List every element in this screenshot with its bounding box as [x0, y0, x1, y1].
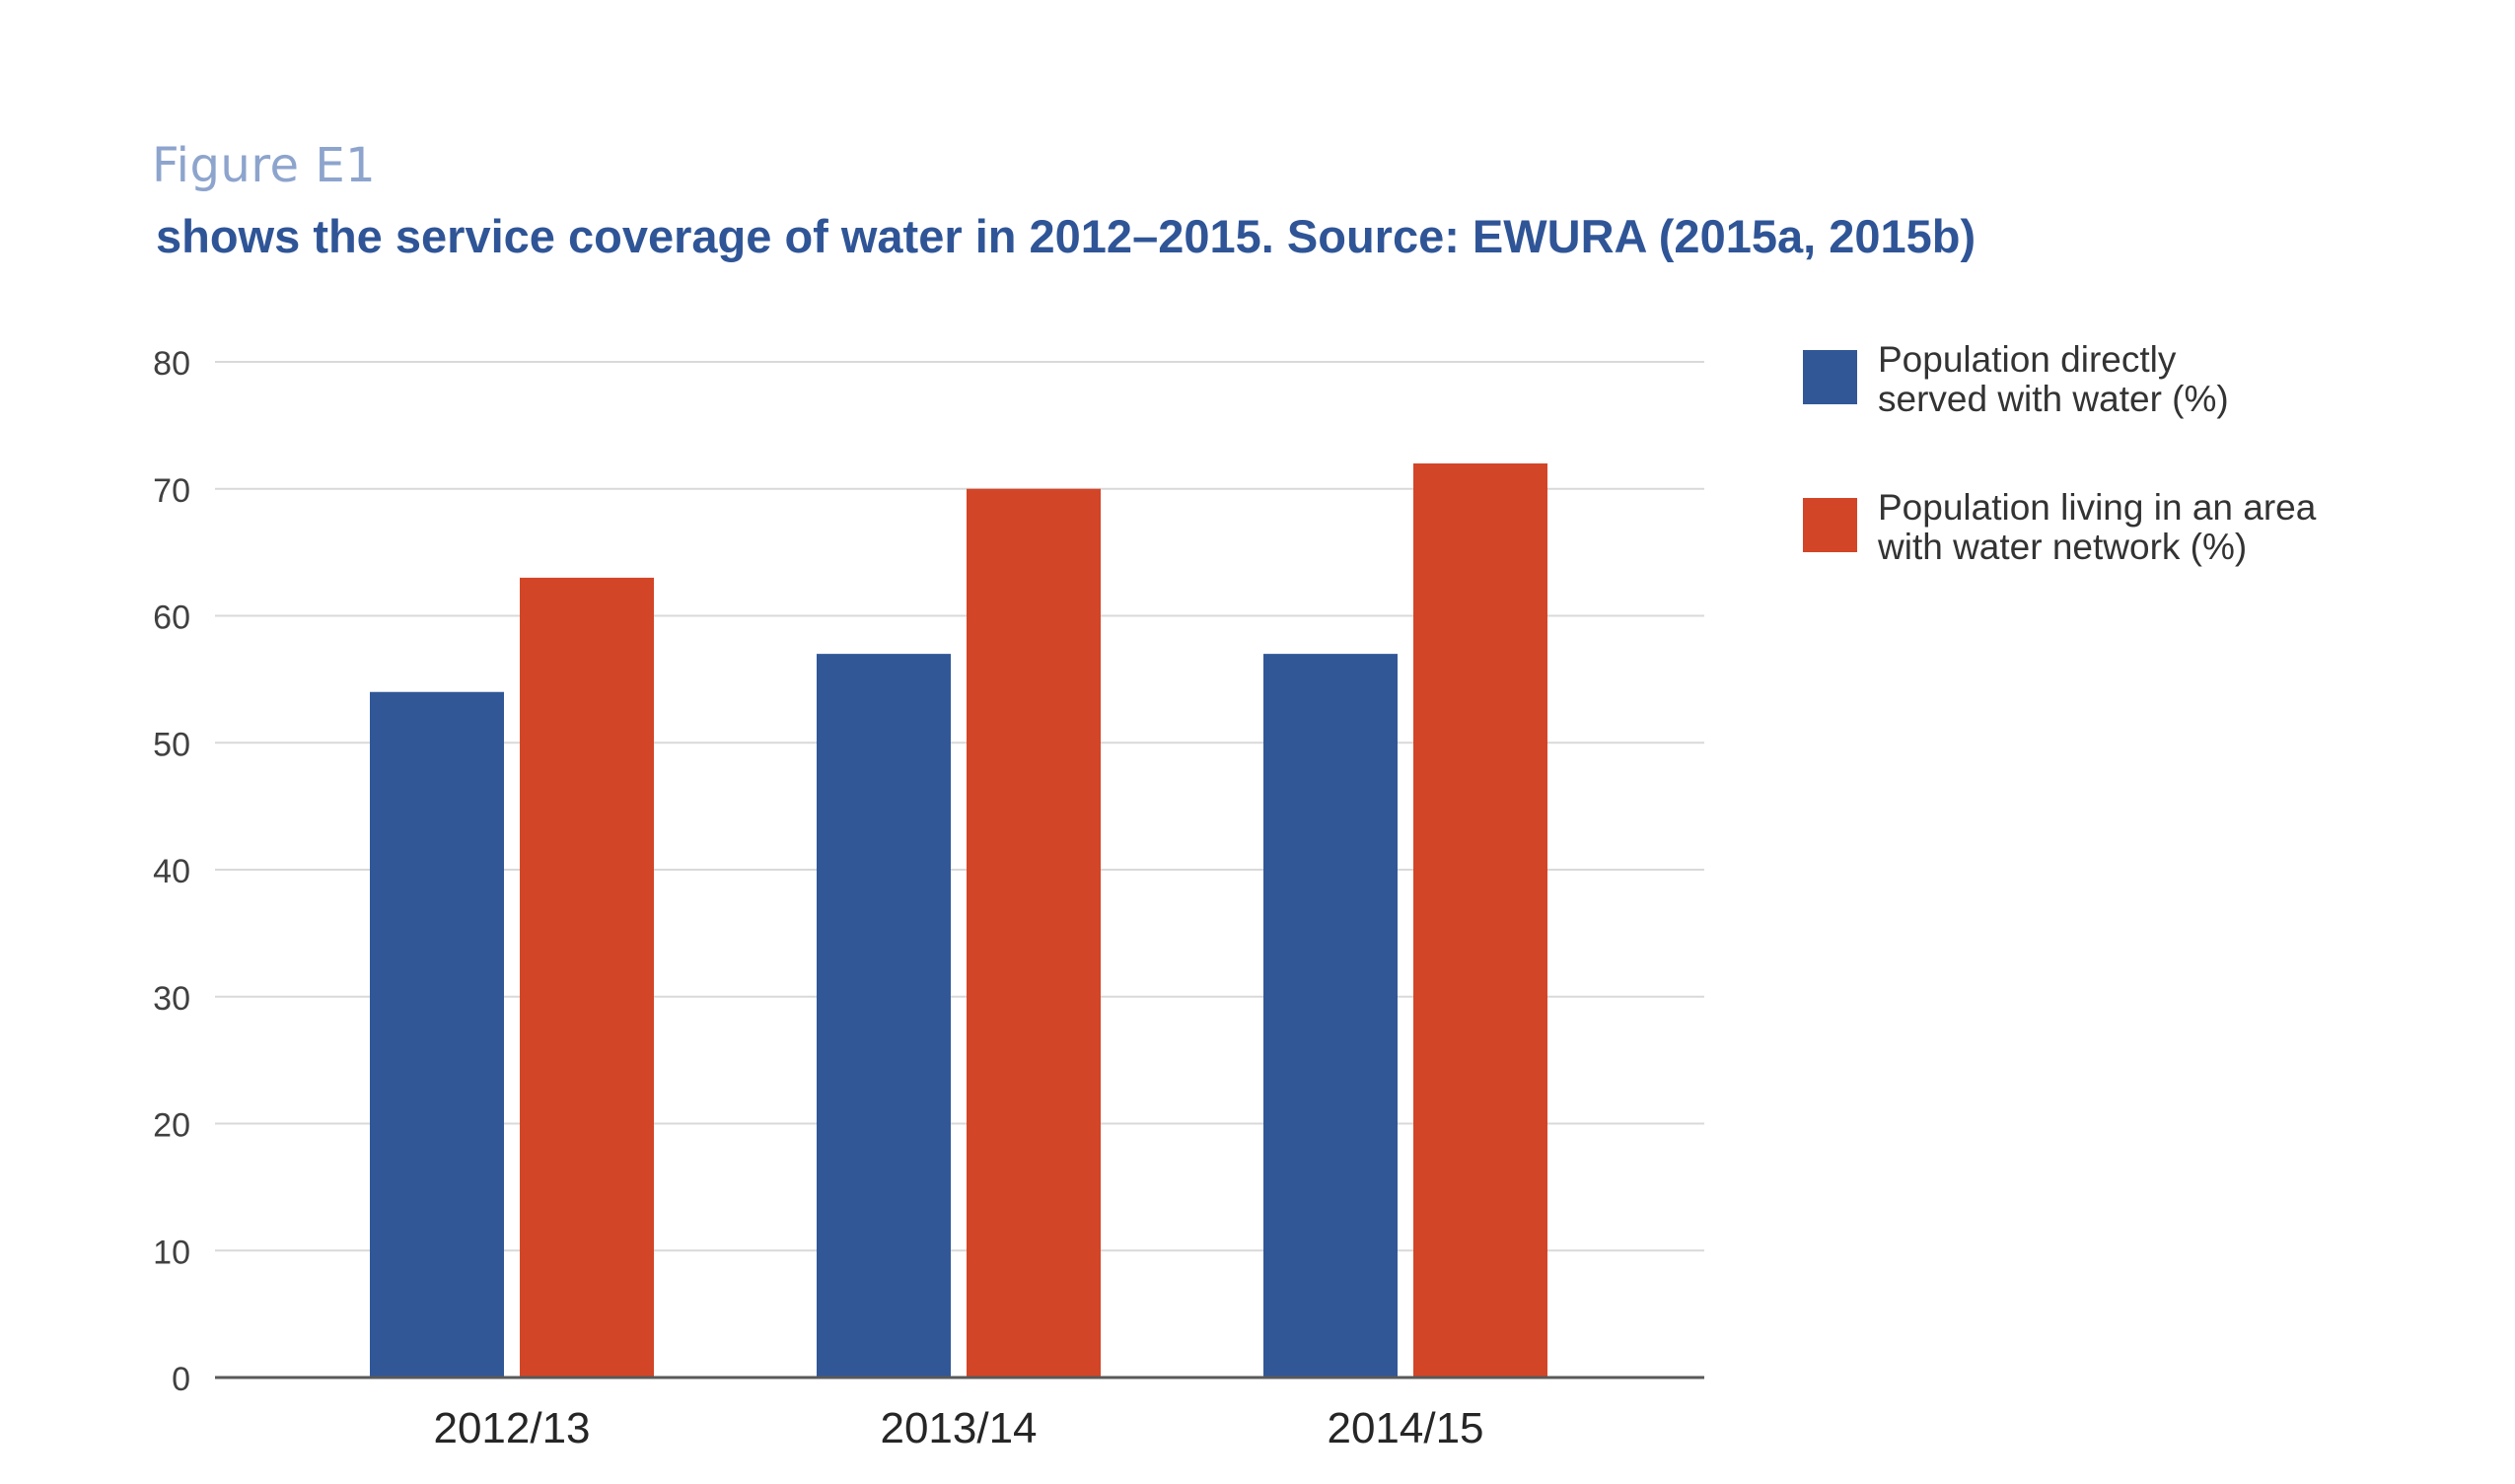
bar-served-2012-13 [370, 691, 504, 1378]
bar-network-2013-14 [967, 488, 1101, 1378]
legend-label-served-line2: served with water (%) [1878, 379, 2229, 419]
y-tick-label-60: 60 [153, 600, 190, 637]
y-tick-label-50: 50 [153, 726, 190, 763]
legend-swatch-served [1803, 350, 1857, 404]
legend-label-network-line1: Population living in an area [1878, 487, 2317, 528]
legend-label-network-line2: with water network (%) [1878, 527, 2248, 567]
figure-title: shows the service coverage of water in 2… [156, 210, 1976, 262]
legend-swatch-network [1803, 498, 1857, 552]
y-tick-label-40: 40 [153, 853, 190, 890]
bar-served-2013-14 [817, 654, 951, 1378]
bar-served-2014-15 [1263, 654, 1398, 1378]
y-tick-label-0: 0 [172, 1361, 190, 1398]
y-tick-label-30: 30 [153, 980, 190, 1018]
legend-label-network: Population living in an area with water … [1878, 488, 2391, 567]
y-tick-label-80: 80 [153, 345, 190, 383]
x-tick-label-2014-15: 2014/15 [1327, 1404, 1483, 1452]
legend-label-served-line1: Population directly [1878, 339, 2177, 380]
y-tick-label-20: 20 [153, 1107, 190, 1145]
bar-network-2014-15 [1413, 463, 1547, 1378]
y-tick-label-10: 10 [153, 1234, 190, 1271]
x-tick-label-2013-14: 2013/14 [880, 1404, 1037, 1452]
legend-label-served: Population directly served with water (%… [1878, 340, 2391, 419]
x-tick-label-2012-13: 2012/13 [433, 1404, 590, 1452]
bar-network-2012-13 [520, 577, 654, 1378]
y-tick-label-70: 70 [153, 472, 190, 510]
figure-label: Figure E1 [152, 138, 377, 193]
